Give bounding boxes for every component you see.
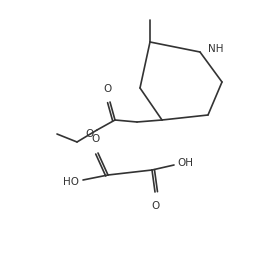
Text: O: O: [86, 129, 94, 139]
Text: O: O: [104, 84, 112, 94]
Text: HO: HO: [63, 177, 79, 187]
Text: NH: NH: [208, 44, 224, 54]
Text: O: O: [92, 134, 100, 144]
Text: O: O: [151, 201, 159, 211]
Text: OH: OH: [177, 158, 193, 168]
